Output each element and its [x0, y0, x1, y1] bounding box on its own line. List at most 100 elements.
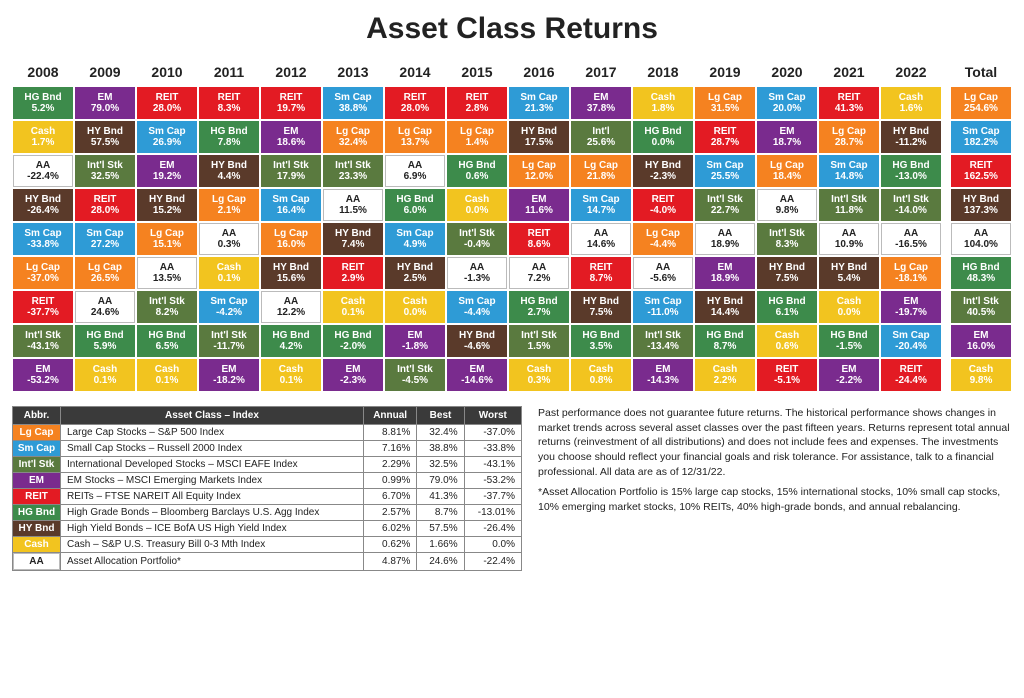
grid-cell: Sm Cap14.7% [571, 189, 631, 221]
grid-cell: Sm Cap16.4% [261, 189, 321, 221]
grid-cell: Sm Cap20.0% [757, 87, 817, 119]
grid-cell: Cash0.3% [509, 359, 569, 391]
disclaimer: Past performance does not guarantee futu… [538, 406, 1012, 521]
legend-worst: -53.2% [464, 473, 521, 489]
legend-best: 8.7% [417, 505, 464, 521]
grid-cell: HY Bnd57.5% [75, 121, 135, 153]
grid-cell: HG Bnd-13.0% [881, 155, 941, 187]
grid-cell: Sm Cap-33.8% [13, 223, 73, 255]
legend-row: CashCash – S&P U.S. Treasury Bill 0-3 Mt… [13, 537, 522, 553]
grid-cell: Lg Cap32.4% [323, 121, 383, 153]
year-header: 2009 [74, 60, 136, 86]
year-header: 2008 [12, 60, 74, 86]
legend-best: 79.0% [417, 473, 464, 489]
grid-cell: HY Bnd15.6% [261, 257, 321, 289]
year-header: 2015 [446, 60, 508, 86]
grid-cell: Sm Cap-4.4% [447, 291, 507, 323]
legend-abbr: HY Bnd [13, 521, 60, 536]
legend-annual: 0.62% [363, 537, 417, 553]
grid-cell: Int'l Stk-43.1% [13, 325, 73, 357]
grid-cell: Int'l Stk-11.7% [199, 325, 259, 357]
grid-cell: Lg Cap31.5% [695, 87, 755, 119]
grid-cell: AA12.2% [261, 291, 321, 323]
legend-abbr: Sm Cap [13, 441, 60, 456]
legend-row: REITREITs – FTSE NAREIT All Equity Index… [13, 489, 522, 505]
grid-cell: Lg Cap26.5% [75, 257, 135, 289]
grid-cell: Int'l Stk-4.5% [385, 359, 445, 391]
grid-cell: Lg Cap12.0% [509, 155, 569, 187]
legend-annual: 2.57% [363, 505, 417, 521]
grid-cell: HG Bnd2.7% [509, 291, 569, 323]
legend-row: Lg CapLarge Cap Stocks – S&P 500 Index8.… [13, 425, 522, 441]
grid-cell: Cash0.1% [75, 359, 135, 391]
grid-cell: Int'l Stk-13.4% [633, 325, 693, 357]
total-cell: EM16.0% [951, 325, 1011, 357]
legend-best: 57.5% [417, 521, 464, 537]
legend-abbr: Int'l Stk [13, 457, 60, 472]
grid-cell: HG Bnd-1.5% [819, 325, 879, 357]
year-header: 2014 [384, 60, 446, 86]
legend-name: High Yield Bonds – ICE BofA US High Yiel… [61, 521, 364, 537]
legend-header: Asset Class – Index [61, 407, 364, 425]
grid-cell: REIT2.9% [323, 257, 383, 289]
grid-cell: Lg Cap2.1% [199, 189, 259, 221]
legend-abbr: HG Bnd [13, 505, 60, 520]
legend-row: EMEM Stocks – MSCI Emerging Markets Inde… [13, 473, 522, 489]
total-cell: Sm Cap182.2% [951, 121, 1011, 153]
grid-cell: Cash0.0% [819, 291, 879, 323]
grid-cell: Lg Cap-4.4% [633, 223, 693, 255]
grid-cell: Lg Cap-18.1% [881, 257, 941, 289]
grid-cell: EM-14.6% [447, 359, 507, 391]
grid-cell: AA9.8% [757, 189, 817, 221]
grid-cell: EM-2.3% [323, 359, 383, 391]
grid-cell: Lg Cap18.4% [757, 155, 817, 187]
legend-best: 1.66% [417, 537, 464, 553]
legend-annual: 0.99% [363, 473, 417, 489]
year-header: 2016 [508, 60, 570, 86]
grid-cell: REIT-5.1% [757, 359, 817, 391]
grid-cell: EM11.6% [509, 189, 569, 221]
legend-name: EM Stocks – MSCI Emerging Markets Index [61, 473, 364, 489]
grid-cell: Sm Cap-20.4% [881, 325, 941, 357]
year-header: 2011 [198, 60, 260, 86]
grid-cell: Lg Cap-37.0% [13, 257, 73, 289]
grid-cell: HG Bnd5.9% [75, 325, 135, 357]
grid-cell: EM-53.2% [13, 359, 73, 391]
grid-cell: HY Bnd14.4% [695, 291, 755, 323]
legend-worst: -43.1% [464, 457, 521, 473]
total-cell: Int'l Stk40.5% [951, 291, 1011, 323]
grid-cell: HY Bnd7.5% [757, 257, 817, 289]
grid-cell: HY Bnd2.5% [385, 257, 445, 289]
year-header: 2013 [322, 60, 384, 86]
disclaimer-p1: Past performance does not guarantee futu… [538, 406, 1012, 479]
grid-cell: EM-19.7% [881, 291, 941, 323]
legend-worst: -13.01% [464, 505, 521, 521]
grid-cell: Cash0.8% [571, 359, 631, 391]
grid-cell: EM18.9% [695, 257, 755, 289]
grid-cell: Sm Cap-11.0% [633, 291, 693, 323]
year-header: 2012 [260, 60, 322, 86]
grid-cell: REIT28.0% [75, 189, 135, 221]
legend-row: HY BndHigh Yield Bonds – ICE BofA US Hig… [13, 521, 522, 537]
grid-cell: AA-22.4% [13, 155, 73, 187]
grid-cell: AA18.9% [695, 223, 755, 255]
grid-cell: HG Bnd3.5% [571, 325, 631, 357]
grid-cell: AA-16.5% [881, 223, 941, 255]
grid-cell: Cash0.1% [323, 291, 383, 323]
grid-cell: Cash1.8% [633, 87, 693, 119]
total-cell: HY Bnd137.3% [951, 189, 1011, 221]
grid-cell: Int'l Stk17.9% [261, 155, 321, 187]
grid-cell: Int'l Stk8.3% [757, 223, 817, 255]
year-header: 2022 [880, 60, 942, 86]
grid-cell: AA24.6% [75, 291, 135, 323]
grid-cell: Int'l Stk-0.4% [447, 223, 507, 255]
year-header: 2017 [570, 60, 632, 86]
total-cell: HG Bnd48.3% [951, 257, 1011, 289]
grid-cell: HG Bnd4.2% [261, 325, 321, 357]
grid-cell: Cash0.0% [385, 291, 445, 323]
grid-cell: Lg Cap21.8% [571, 155, 631, 187]
page-title: Asset Class Returns [12, 12, 1012, 46]
grid-cell: EM-1.8% [385, 325, 445, 357]
legend-row: AAAsset Allocation Portfolio*4.87%24.6%-… [13, 553, 522, 571]
disclaimer-p2: *Asset Allocation Portfolio is 15% large… [538, 485, 1012, 514]
